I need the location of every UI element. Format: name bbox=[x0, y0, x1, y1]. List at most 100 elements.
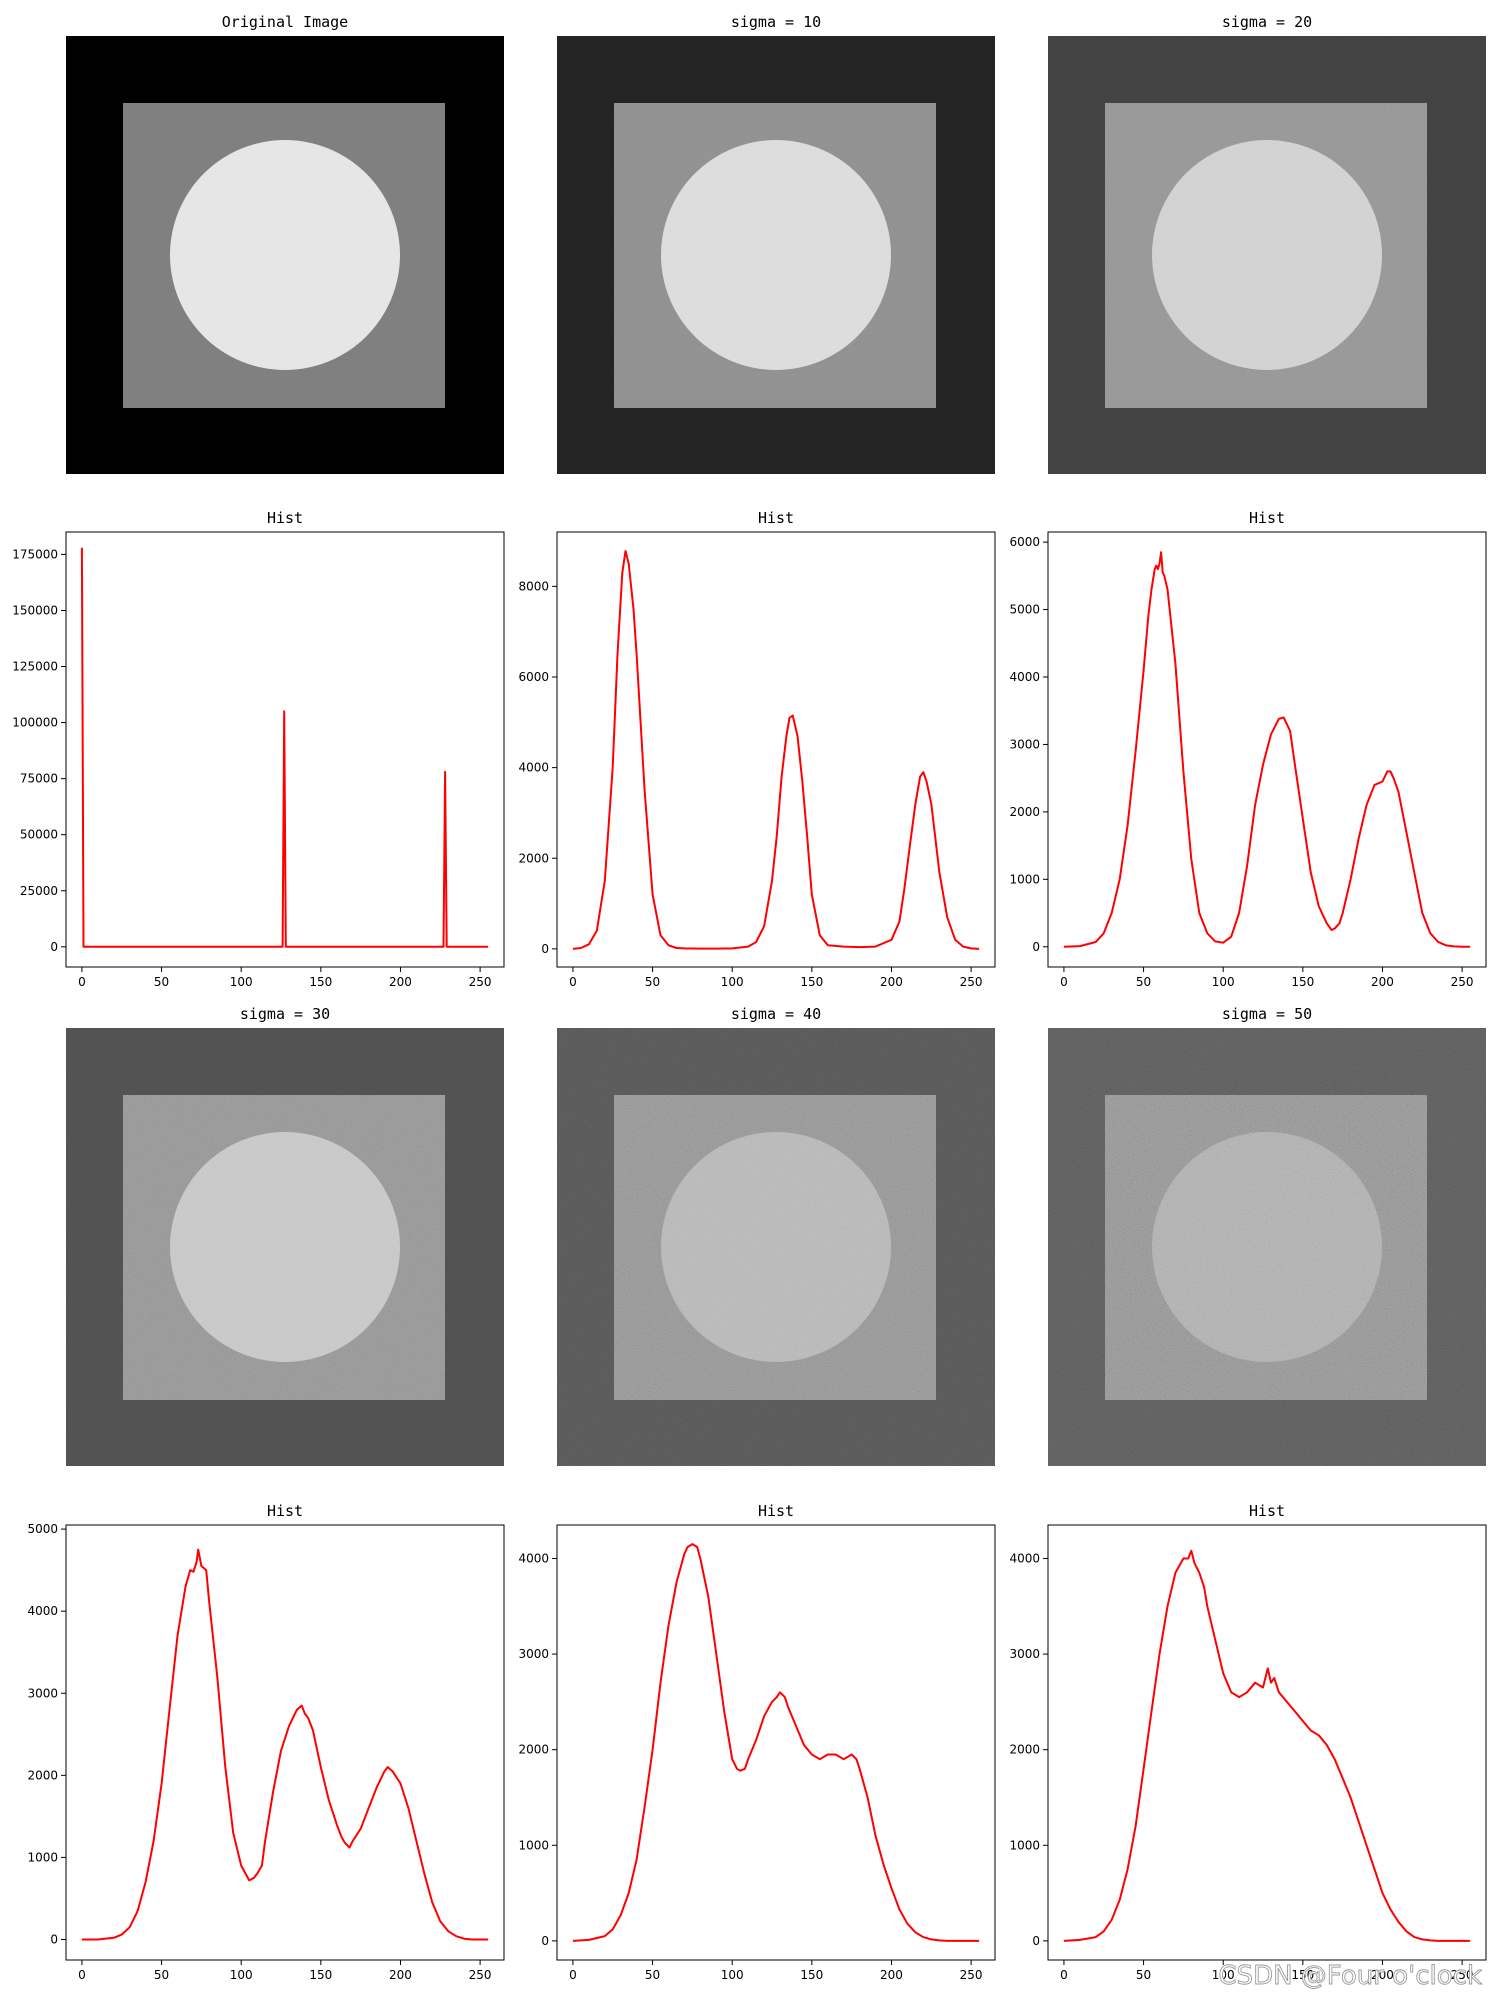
y-tick-label: 1000 bbox=[27, 1850, 58, 1864]
x-tick-label: 150 bbox=[800, 1968, 823, 1982]
y-tick-label: 2000 bbox=[1009, 1743, 1040, 1757]
y-tick-label: 0 bbox=[50, 940, 58, 954]
y-tick-label: 50000 bbox=[20, 828, 58, 842]
x-tick-label: 250 bbox=[1451, 1968, 1474, 1982]
x-tick-label: 200 bbox=[389, 975, 412, 989]
x-tick-label: 100 bbox=[1212, 975, 1235, 989]
y-tick-label: 4000 bbox=[1009, 670, 1040, 684]
x-tick-label: 200 bbox=[389, 1968, 412, 1982]
image-noise-texture bbox=[557, 36, 995, 474]
image-panel: Original Image bbox=[66, 13, 504, 474]
y-tick-label: 100000 bbox=[12, 716, 58, 730]
y-tick-label: 0 bbox=[1032, 1934, 1040, 1948]
histogram-title: Hist bbox=[1249, 1502, 1285, 1520]
y-tick-label: 3000 bbox=[518, 1647, 549, 1661]
y-tick-label: 0 bbox=[541, 1934, 549, 1948]
x-tick-label: 0 bbox=[78, 975, 86, 989]
x-tick-label: 150 bbox=[1291, 975, 1314, 989]
plot-area bbox=[65, 1524, 505, 1961]
y-tick-label: 1000 bbox=[1009, 1838, 1040, 1852]
y-tick-label: 2000 bbox=[518, 851, 549, 865]
y-tick-label: 4000 bbox=[1009, 1551, 1040, 1565]
image-panel-title: sigma = 50 bbox=[1222, 1005, 1312, 1023]
histogram-panel: Hist 0 50 100 150 200 250 0 2000 4000 6000 8000 bbox=[518, 509, 996, 989]
histogram-panel: Hist 0 50 100 150 200 250 0 1000 2000 3000 4000 bbox=[1009, 1502, 1487, 1982]
y-tick-label: 25000 bbox=[20, 884, 58, 898]
y-tick-label: 3000 bbox=[27, 1686, 58, 1700]
histogram-panel: Hist 0 50 100 150 200 250 0 1000 2000 3000 4000 5000 bbox=[27, 1502, 505, 1982]
histogram-title: Hist bbox=[1249, 509, 1285, 527]
y-tick-label: 1000 bbox=[1009, 872, 1040, 886]
x-tick-label: 0 bbox=[569, 975, 577, 989]
x-tick-label: 200 bbox=[1371, 975, 1394, 989]
y-tick-label: 2000 bbox=[1009, 805, 1040, 819]
image-circle bbox=[170, 140, 400, 370]
image-panel-title: sigma = 30 bbox=[240, 1005, 330, 1023]
x-tick-label: 100 bbox=[230, 975, 253, 989]
y-tick-label: 3000 bbox=[1009, 737, 1040, 751]
x-tick-label: 50 bbox=[645, 975, 660, 989]
x-tick-label: 250 bbox=[469, 1968, 492, 1982]
image-panel: sigma = 20 bbox=[1048, 13, 1486, 474]
y-tick-label: 4000 bbox=[518, 1551, 549, 1565]
x-tick-label: 200 bbox=[880, 1968, 903, 1982]
y-tick-label: 125000 bbox=[12, 660, 58, 674]
image-noise-texture bbox=[1048, 36, 1486, 474]
histogram-title: Hist bbox=[758, 509, 794, 527]
y-tick-label: 2000 bbox=[27, 1768, 58, 1782]
image-panel-title: sigma = 40 bbox=[731, 1005, 821, 1023]
image-panel-title: sigma = 10 bbox=[731, 13, 821, 31]
image-panel: sigma = 30 bbox=[66, 1005, 504, 1466]
image-noise-texture bbox=[66, 1028, 504, 1466]
x-tick-label: 0 bbox=[569, 1968, 577, 1982]
y-tick-label: 6000 bbox=[1009, 535, 1040, 549]
histogram-panel: Hist 0 50 100 150 200 250 0 1000 2000 3000 4000 5000… bbox=[1009, 509, 1487, 989]
y-tick-label: 6000 bbox=[518, 670, 549, 684]
y-tick-label: 0 bbox=[1032, 940, 1040, 954]
x-tick-label: 250 bbox=[960, 1968, 983, 1982]
y-tick-label: 150000 bbox=[12, 603, 58, 617]
image-panel: sigma = 10 bbox=[557, 13, 995, 474]
x-tick-label: 250 bbox=[469, 975, 492, 989]
y-tick-label: 0 bbox=[541, 942, 549, 956]
plot-area bbox=[556, 1524, 996, 1961]
y-tick-label: 75000 bbox=[20, 772, 58, 786]
image-noise-texture bbox=[557, 1028, 995, 1466]
x-tick-label: 150 bbox=[309, 975, 332, 989]
x-tick-label: 100 bbox=[721, 975, 744, 989]
y-tick-label: 4000 bbox=[518, 761, 549, 775]
y-tick-label: 2000 bbox=[518, 1743, 549, 1757]
x-tick-label: 150 bbox=[309, 1968, 332, 1982]
x-tick-label: 0 bbox=[78, 1968, 86, 1982]
image-panel-title: Original Image bbox=[222, 13, 348, 31]
histogram-line bbox=[1063, 551, 1471, 948]
image-panel-title: sigma = 20 bbox=[1222, 13, 1312, 31]
histogram-title: Hist bbox=[267, 1502, 303, 1520]
watermark-text: CSDN @Four o'clock bbox=[1218, 1961, 1482, 1991]
plot-area bbox=[1047, 1524, 1487, 1961]
y-tick-label: 3000 bbox=[1009, 1647, 1040, 1661]
x-tick-label: 150 bbox=[800, 975, 823, 989]
x-tick-label: 50 bbox=[645, 1968, 660, 1982]
y-tick-label: 8000 bbox=[518, 579, 549, 593]
x-tick-label: 100 bbox=[1212, 1968, 1235, 1982]
histogram-line bbox=[572, 550, 980, 950]
x-tick-label: 0 bbox=[1060, 1968, 1068, 1982]
histogram-panel: Hist 0 50 100 150 200 250 0 1000 2000 3000 4000 bbox=[518, 1502, 996, 1982]
x-tick-label: 100 bbox=[230, 1968, 253, 1982]
image-noise-texture bbox=[1048, 1028, 1486, 1466]
x-tick-label: 50 bbox=[154, 975, 169, 989]
x-tick-label: 150 bbox=[1291, 1968, 1314, 1982]
x-tick-label: 200 bbox=[1371, 1968, 1394, 1982]
x-tick-label: 50 bbox=[154, 1968, 169, 1982]
x-tick-label: 200 bbox=[880, 975, 903, 989]
y-tick-label: 175000 bbox=[12, 547, 58, 561]
y-tick-label: 1000 bbox=[518, 1838, 549, 1852]
histogram-line bbox=[81, 1548, 489, 1941]
histogram-line bbox=[80, 547, 489, 948]
x-tick-label: 50 bbox=[1136, 1968, 1151, 1982]
x-tick-label: 250 bbox=[960, 975, 983, 989]
y-tick-label: 4000 bbox=[27, 1604, 58, 1618]
